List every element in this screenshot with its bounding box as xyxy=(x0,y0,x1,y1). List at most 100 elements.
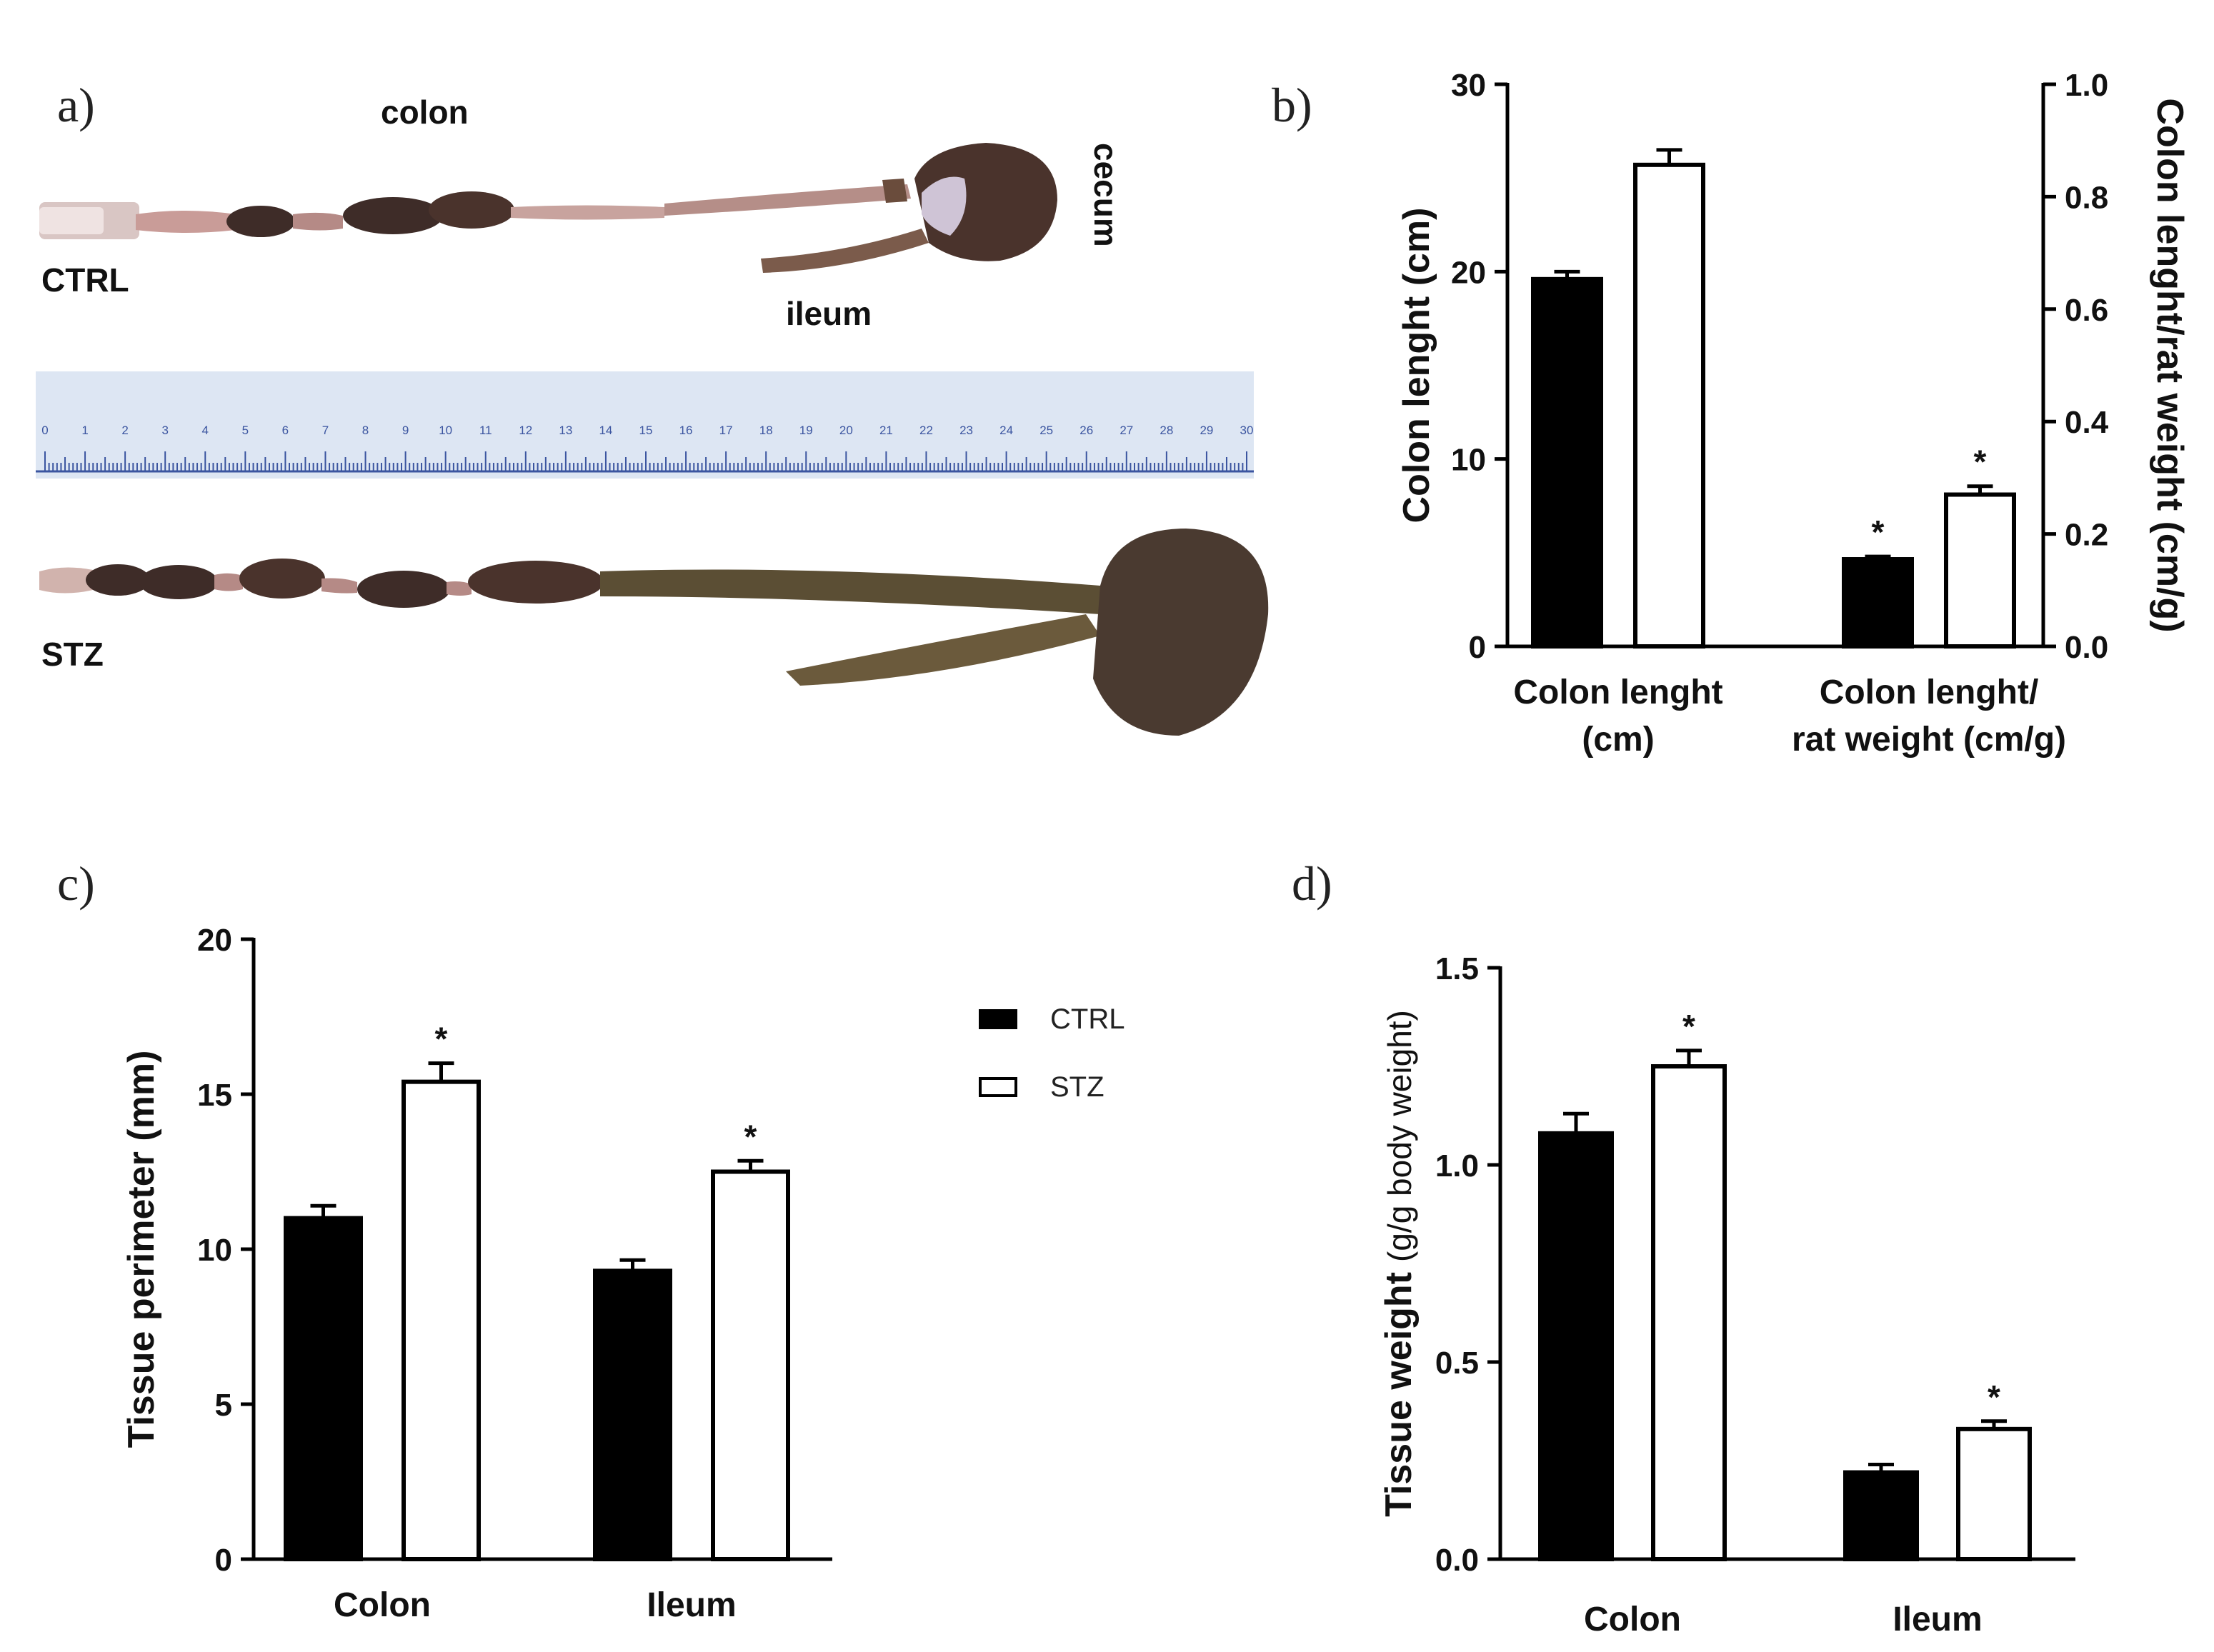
ruler-number: 21 xyxy=(879,424,893,437)
category-label-line: Ileum xyxy=(647,1586,736,1624)
chart-c: 0 5 10 15 20 Tissue perimeter (mm) * Colon * Ileu… xyxy=(121,923,832,1624)
bar-stz-1 xyxy=(1956,1426,2032,1561)
y-axis-title-unit: (g/g body weight) xyxy=(1381,1010,1418,1262)
bar-stz-0 xyxy=(1633,162,1705,649)
stz-label: STZ xyxy=(41,636,104,673)
stz-specimen-image xyxy=(39,529,1269,736)
panel-c-letter: c) xyxy=(57,856,95,911)
chart-d: 0.0 0.5 1.0 1.5 Tissue weight (g/g body weigh… xyxy=(1378,951,2075,1638)
ruler-number: 25 xyxy=(1039,424,1053,437)
ruler-number: 27 xyxy=(1120,424,1133,437)
legend-label-ctrl: CTRL xyxy=(1050,1003,1125,1035)
significance-star: * xyxy=(1682,1008,1695,1045)
ruler-number: 0 xyxy=(41,424,48,437)
bar-stz-1 xyxy=(711,1169,790,1561)
panel-b: b) 0 10 20 30 0.0 0.2 0.4 0.6 0.8 1.0 Colon lenght… xyxy=(1272,68,2190,759)
y2-tick-label: 1.0 xyxy=(2065,68,2108,103)
category-label: Ileum xyxy=(1893,1601,1982,1638)
y-tick-label: 0.5 xyxy=(1435,1346,1479,1381)
bar-stz-1 xyxy=(1944,492,2016,649)
bar-ctrl-1 xyxy=(593,1268,672,1561)
ruler-number: 14 xyxy=(599,424,612,437)
ruler-number: 26 xyxy=(1079,424,1093,437)
bar-stz-0 xyxy=(1651,1064,1727,1561)
category-label-line: rat weight (cm/g) xyxy=(1792,721,2066,759)
ruler-number: 15 xyxy=(639,424,653,437)
ruler-number: 17 xyxy=(719,424,733,437)
category-label-line: Colon xyxy=(1584,1601,1681,1638)
ruler-number: 13 xyxy=(559,424,572,437)
legend-swatch-stz xyxy=(979,1077,1017,1097)
significance-star: * xyxy=(1974,444,1987,481)
ruler-number: 9 xyxy=(402,424,409,437)
ruler-number: 19 xyxy=(799,424,813,437)
ruler-number: 3 xyxy=(161,424,168,437)
category-label: Colon xyxy=(1584,1601,1681,1638)
ruler-number: 5 xyxy=(242,424,249,437)
significance-star: * xyxy=(1872,514,1885,551)
category-label: Colon xyxy=(334,1586,431,1624)
ruler: 0 1 2 3 4 5 6 7 8 9 10 11 12 13 14 15 16 17 18 19 20 21 22 23 24… xyxy=(36,371,1254,479)
y-tick-label: 0 xyxy=(1469,630,1486,665)
colon-label: colon xyxy=(381,94,469,131)
y-axis-title-main: Tissue weight xyxy=(1378,1272,1420,1517)
ruler-number: 2 xyxy=(121,424,128,437)
ruler-number: 11 xyxy=(479,424,492,437)
bar-ctrl-0 xyxy=(1538,1131,1614,1561)
category-label: Ileum xyxy=(647,1586,736,1624)
y-tick-label: 10 xyxy=(197,1233,232,1268)
category-label-line: Colon xyxy=(334,1586,431,1624)
legend-swatch-ctrl xyxy=(979,1009,1017,1029)
category-label-line: (cm) xyxy=(1582,721,1654,759)
legend: CTRL STZ xyxy=(979,1003,1125,1103)
ruler-number: 7 xyxy=(322,424,329,437)
ruler-body xyxy=(36,371,1254,479)
y2-axis-title: Colon lenght/rat weight (cm/g) xyxy=(2149,98,2190,632)
bar-ctrl-1 xyxy=(1843,1470,1919,1562)
ruler-number: 18 xyxy=(759,424,773,437)
panel-d: d) 0.0 0.5 1.0 1.5 Tissue weight (g/g body we… xyxy=(1292,856,2075,1638)
significance-star: * xyxy=(744,1118,757,1155)
bar-stz-0 xyxy=(402,1079,481,1561)
ruler-number: 10 xyxy=(439,424,452,437)
panel-c: c) 0 5 10 15 20 Tissue perimeter (mm) * Colon * I… xyxy=(57,856,832,1624)
y-tick-label: 20 xyxy=(1451,255,1486,290)
y-tick-label: 15 xyxy=(197,1078,232,1113)
ruler-number: 1 xyxy=(81,424,88,437)
y-tick-label: 1.0 xyxy=(1435,1148,1479,1183)
y2-tick-label: 0.6 xyxy=(2065,293,2108,328)
ruler-ticks xyxy=(44,451,1247,471)
category-label-line: Colon lenght/ xyxy=(1820,674,2039,711)
y-tick-label: 10 xyxy=(1451,443,1486,478)
ruler-number: 20 xyxy=(839,424,853,437)
panel-d-letter: d) xyxy=(1292,856,1332,911)
ruler-number: 12 xyxy=(519,424,532,437)
y-axis-title: Tissue perimeter (mm) xyxy=(121,1051,162,1448)
ruler-number: 30 xyxy=(1240,424,1254,437)
ruler-number: 16 xyxy=(679,424,693,437)
y2-tick-label: 0.0 xyxy=(2065,630,2108,665)
ruler-number: 6 xyxy=(282,424,289,437)
y-tick-label: 30 xyxy=(1451,68,1486,103)
ctrl-label: CTRL xyxy=(41,261,129,299)
y-tick-label: 20 xyxy=(197,923,232,958)
significance-star: * xyxy=(435,1021,448,1058)
cecum-label: cecum xyxy=(1087,143,1125,247)
bar-ctrl-0 xyxy=(284,1216,363,1561)
panel-b-letter: b) xyxy=(1272,78,1312,132)
ctrl-specimen-image xyxy=(39,143,1057,273)
y-tick-label: 1.5 xyxy=(1435,951,1479,986)
ileum-label: ileum xyxy=(786,295,872,332)
ruler-number: 8 xyxy=(362,424,369,437)
panel-a-letter: a) xyxy=(57,78,95,132)
bar-ctrl-0 xyxy=(1531,276,1603,649)
y-tick-label: 5 xyxy=(215,1388,232,1423)
legend-label-stz: STZ xyxy=(1050,1071,1104,1103)
category-label-line: Ileum xyxy=(1893,1601,1982,1638)
significance-star: * xyxy=(1988,1378,2000,1416)
category-label: Colon lenght/rat weight (cm/g) xyxy=(1792,674,2066,759)
ruler-number: 4 xyxy=(202,424,209,437)
y-axis-title: Colon lenght (cm) xyxy=(1396,208,1437,524)
y2-tick-label: 0.4 xyxy=(2065,405,2109,440)
